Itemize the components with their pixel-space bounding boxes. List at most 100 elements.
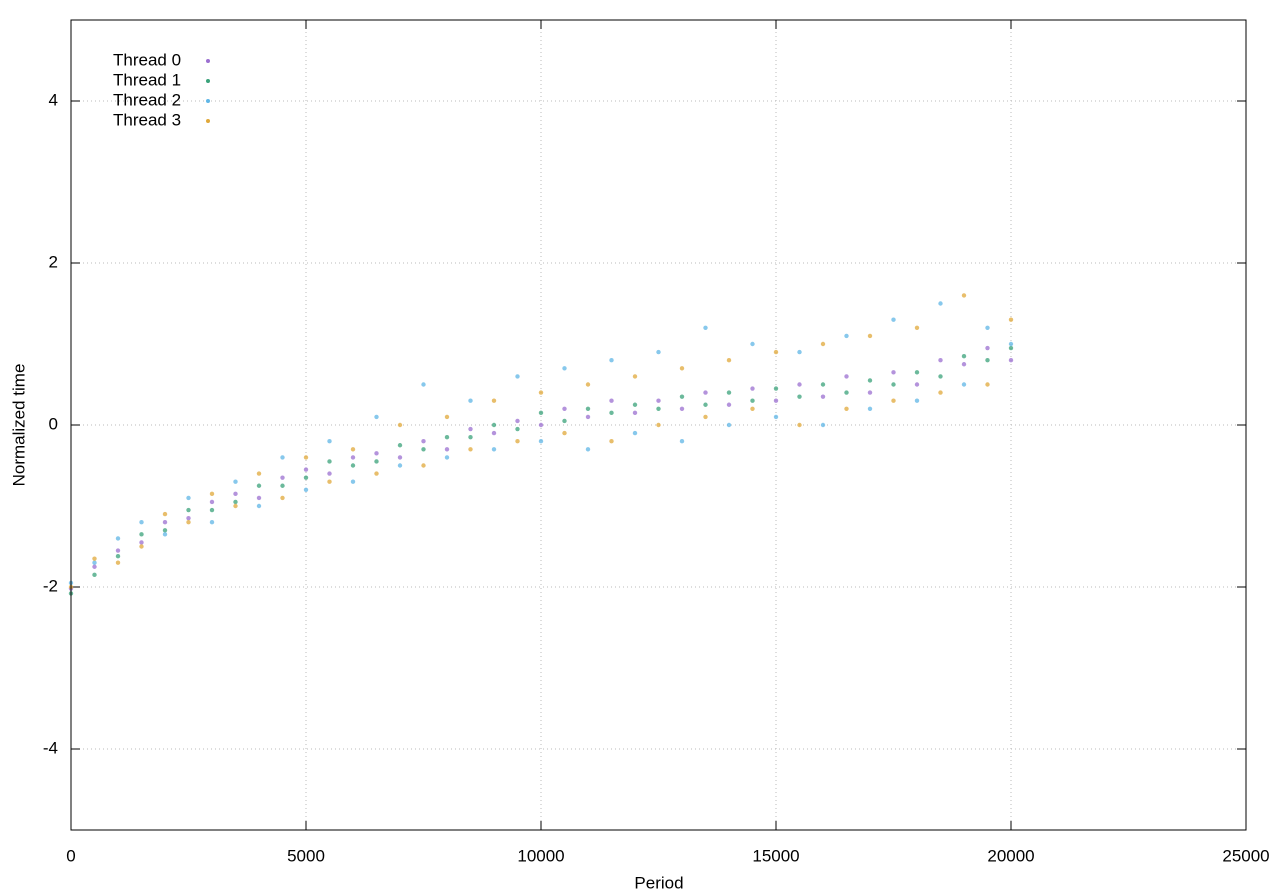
point bbox=[350, 447, 356, 452]
point bbox=[938, 358, 943, 363]
point bbox=[209, 507, 215, 513]
point bbox=[609, 358, 614, 363]
point bbox=[92, 556, 97, 561]
point bbox=[679, 439, 685, 444]
point bbox=[703, 414, 708, 420]
point bbox=[726, 402, 732, 407]
point bbox=[867, 333, 873, 339]
point bbox=[139, 532, 144, 537]
point bbox=[961, 382, 967, 387]
point bbox=[162, 511, 168, 517]
point bbox=[797, 422, 802, 428]
point bbox=[914, 398, 920, 403]
legend-label: Thread 1 bbox=[113, 70, 181, 89]
x-tick-label: 15000 bbox=[752, 846, 799, 865]
point bbox=[914, 325, 920, 330]
x-tick-label: 5000 bbox=[287, 846, 325, 865]
point bbox=[750, 341, 755, 347]
plot-border bbox=[70, 19, 1247, 831]
point bbox=[303, 475, 309, 480]
point bbox=[397, 463, 403, 468]
point bbox=[1008, 341, 1014, 347]
point bbox=[233, 479, 238, 484]
point bbox=[844, 390, 849, 395]
point bbox=[115, 536, 121, 541]
point bbox=[209, 491, 215, 497]
point bbox=[585, 406, 591, 411]
x-tick-label: 10000 bbox=[517, 846, 564, 865]
point bbox=[844, 333, 849, 339]
point bbox=[186, 507, 191, 513]
point bbox=[820, 394, 826, 399]
point bbox=[891, 370, 896, 375]
point bbox=[233, 503, 238, 509]
point bbox=[256, 483, 262, 488]
point bbox=[374, 451, 379, 456]
point bbox=[491, 422, 497, 428]
point bbox=[867, 378, 873, 383]
point bbox=[256, 503, 262, 509]
point bbox=[421, 447, 426, 452]
legend-swatch bbox=[206, 99, 210, 103]
point bbox=[703, 325, 708, 330]
point bbox=[562, 406, 567, 411]
point bbox=[844, 406, 849, 411]
point bbox=[632, 402, 638, 407]
point bbox=[115, 554, 121, 559]
y-tick-label: -2 bbox=[43, 576, 58, 595]
point bbox=[162, 528, 168, 533]
point bbox=[938, 301, 943, 306]
point bbox=[92, 572, 97, 578]
point bbox=[515, 374, 520, 379]
point bbox=[891, 317, 896, 322]
point bbox=[797, 382, 802, 387]
point bbox=[115, 560, 121, 565]
point bbox=[820, 422, 826, 428]
point bbox=[938, 390, 943, 395]
point bbox=[444, 447, 450, 452]
point bbox=[656, 406, 661, 411]
point bbox=[914, 382, 920, 387]
point bbox=[397, 422, 403, 428]
point bbox=[632, 430, 638, 436]
point bbox=[327, 439, 332, 444]
point bbox=[985, 382, 990, 387]
point bbox=[1008, 317, 1014, 322]
point bbox=[350, 479, 356, 484]
point bbox=[632, 410, 638, 416]
point bbox=[1008, 358, 1014, 363]
point bbox=[914, 370, 920, 375]
point bbox=[186, 520, 191, 525]
point bbox=[233, 499, 238, 505]
point bbox=[562, 418, 567, 424]
point bbox=[468, 447, 473, 452]
x-tick-label: 20000 bbox=[987, 846, 1034, 865]
point bbox=[256, 495, 262, 501]
point bbox=[632, 374, 638, 379]
point bbox=[562, 366, 567, 371]
point bbox=[609, 410, 614, 416]
point bbox=[585, 414, 591, 420]
point bbox=[444, 434, 450, 440]
point bbox=[703, 390, 708, 395]
legend-label: Thread 3 bbox=[113, 110, 181, 129]
point bbox=[961, 353, 967, 359]
point bbox=[350, 455, 356, 460]
point bbox=[397, 455, 403, 460]
legend-swatch bbox=[206, 79, 210, 83]
point bbox=[327, 471, 332, 476]
point bbox=[773, 398, 779, 403]
x-tick-label: 0 bbox=[66, 846, 75, 865]
point bbox=[515, 439, 520, 444]
point bbox=[1008, 345, 1014, 351]
y-tick-label: 4 bbox=[49, 90, 58, 109]
point bbox=[303, 455, 309, 460]
point bbox=[679, 394, 685, 399]
point bbox=[609, 439, 614, 444]
legend-label: Thread 2 bbox=[113, 90, 181, 109]
point bbox=[115, 548, 121, 553]
point bbox=[538, 410, 544, 416]
point bbox=[985, 325, 990, 330]
point bbox=[585, 447, 591, 452]
